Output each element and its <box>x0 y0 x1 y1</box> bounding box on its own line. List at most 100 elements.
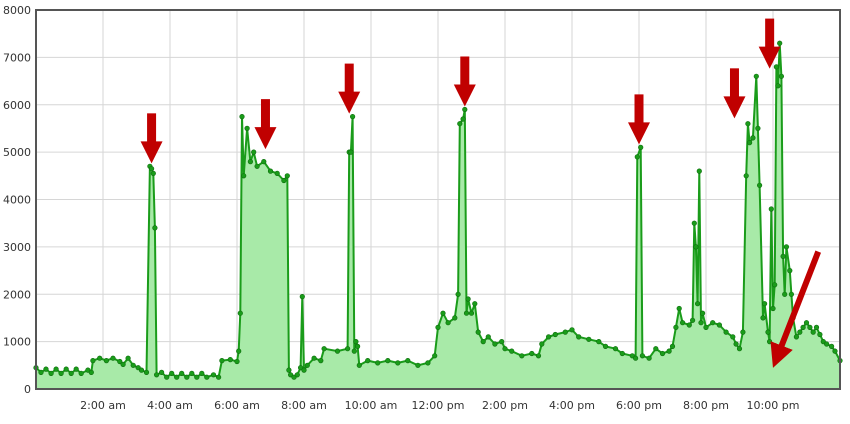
plot-frame <box>35 9 841 390</box>
arrow-shaft <box>765 18 775 49</box>
data-point <box>569 327 575 333</box>
data-point <box>334 348 341 354</box>
data-point <box>475 329 481 335</box>
data-point <box>783 244 790 250</box>
data-point <box>768 206 774 212</box>
arrow-shaft <box>344 63 354 94</box>
data-point <box>653 346 659 352</box>
data-markers <box>33 40 843 380</box>
data-point <box>778 73 785 79</box>
arrow-head <box>628 122 650 145</box>
data-point <box>150 170 156 176</box>
series-area-fill <box>36 43 840 389</box>
data-point <box>88 369 94 376</box>
data-point <box>117 358 123 365</box>
data-point <box>723 329 729 335</box>
data-point <box>740 329 746 335</box>
data-point <box>48 370 54 377</box>
data-point <box>803 320 810 326</box>
arrow-shaft <box>460 56 470 87</box>
data-point <box>236 348 242 354</box>
data-point <box>499 339 505 345</box>
data-point <box>743 173 749 179</box>
data-point <box>216 374 222 380</box>
x-tick-label: 10:00 am <box>345 399 398 412</box>
data-point <box>125 355 131 361</box>
data-point <box>348 149 354 155</box>
data-point <box>78 370 84 377</box>
data-point <box>676 305 682 312</box>
y-tick-label: 5000 <box>3 146 31 159</box>
data-point <box>492 341 498 347</box>
arrow-head <box>338 91 361 114</box>
x-tick-label: 10:00 pm <box>747 399 800 412</box>
data-point <box>445 320 451 326</box>
data-point <box>832 348 838 354</box>
data-point <box>68 370 74 377</box>
data-point <box>405 358 411 364</box>
data-point <box>284 173 290 179</box>
data-point <box>244 125 250 131</box>
data-point <box>509 348 515 354</box>
data-point <box>301 367 307 373</box>
arrow-head <box>453 84 476 107</box>
data-point <box>110 355 116 361</box>
data-point <box>472 301 478 307</box>
data-point <box>716 322 723 328</box>
data-point <box>179 370 185 377</box>
arrow-head <box>758 46 781 69</box>
data-point <box>750 135 756 141</box>
data-point <box>596 339 602 345</box>
data-point <box>773 64 780 70</box>
arrow-shaft <box>634 94 644 125</box>
data-point <box>241 173 247 179</box>
data-point <box>321 346 327 352</box>
data-point <box>552 331 558 338</box>
data-point <box>318 358 324 364</box>
data-point <box>679 320 686 326</box>
arrow-shaft <box>260 99 270 130</box>
data-point <box>746 140 753 146</box>
red-arrow-annotation <box>770 250 822 368</box>
data-point <box>227 357 233 363</box>
y-tick-label: 4000 <box>3 194 31 207</box>
data-point <box>455 291 461 297</box>
data-point <box>710 320 716 326</box>
data-point <box>159 369 165 376</box>
grid <box>36 10 840 389</box>
data-point <box>130 362 136 368</box>
data-point <box>730 334 736 340</box>
data-point <box>693 244 699 250</box>
data-point <box>777 40 783 46</box>
data-point <box>237 310 243 316</box>
data-point <box>103 358 109 364</box>
red-arrow-annotation <box>338 63 361 114</box>
data-point <box>365 358 371 364</box>
data-point <box>638 144 644 150</box>
data-point <box>460 116 466 122</box>
red-arrow-annotation <box>723 68 746 119</box>
data-point <box>689 317 696 323</box>
data-point <box>755 125 761 131</box>
data-point <box>539 341 545 347</box>
data-point <box>452 315 458 321</box>
data-point <box>274 170 280 176</box>
x-tick-label: 4:00 pm <box>549 399 595 412</box>
data-point <box>294 372 300 378</box>
data-point <box>355 343 361 350</box>
data-point <box>286 367 292 373</box>
data-point <box>800 324 806 331</box>
data-point <box>756 182 763 188</box>
red-arrow-annotation <box>758 18 781 69</box>
data-point <box>267 168 274 174</box>
data-point <box>247 159 253 165</box>
data-point <box>639 353 646 359</box>
data-point <box>219 358 225 364</box>
data-point <box>38 369 44 376</box>
data-point <box>760 315 766 321</box>
data-point <box>775 83 781 89</box>
data-point <box>154 372 160 378</box>
red-arrow-annotation <box>453 56 476 107</box>
data-point <box>120 361 126 368</box>
